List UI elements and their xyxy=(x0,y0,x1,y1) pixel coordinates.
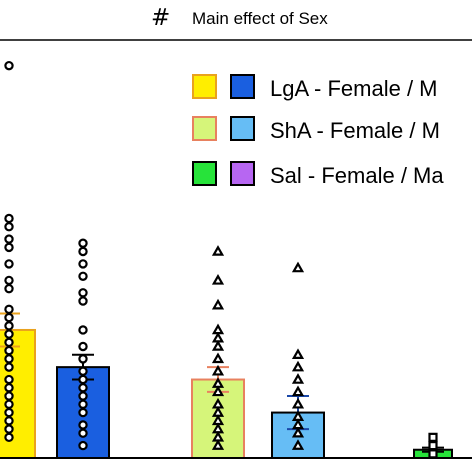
data-point-lga-male xyxy=(78,391,88,401)
data-point-lga-male xyxy=(78,238,88,248)
data-point-sha-male xyxy=(291,261,305,273)
data-point-lga-female xyxy=(4,222,14,232)
legend-swatch-sal-female xyxy=(192,161,217,186)
data-point-lga-male xyxy=(78,399,88,410)
data-point-lga-female xyxy=(4,60,14,71)
data-point-sha-male xyxy=(291,373,305,384)
data-point-lga-female xyxy=(4,213,14,224)
data-point-sha-male xyxy=(291,439,305,450)
data-point-lga-female xyxy=(4,259,14,269)
legend-entry-sha: ShA - Female / M xyxy=(192,116,440,143)
data-point-lga-female xyxy=(4,399,14,410)
data-point-lga-female xyxy=(4,283,14,294)
bars xyxy=(0,328,453,460)
data-point-sha-female xyxy=(211,352,225,364)
data-point-sal-female xyxy=(428,441,438,451)
data-point-lga-female xyxy=(4,354,14,364)
data-point-lga-female xyxy=(4,432,14,443)
data-point-sha-female xyxy=(211,439,225,450)
data-point-lga-female xyxy=(4,424,14,434)
data-point-sha-female xyxy=(211,364,225,376)
data-point-lga-female xyxy=(4,312,14,323)
data-point-lga-male xyxy=(78,374,88,385)
legend: LgA - Female / M ShA - Female / M Sal - … xyxy=(192,74,444,188)
data-point-lga-female xyxy=(4,329,14,339)
data-point-lga-male xyxy=(78,383,88,393)
data-point-sal-female xyxy=(428,432,438,442)
legend-label-lga: LgA - Female / M xyxy=(270,76,438,101)
data-point-lga-male xyxy=(78,420,88,430)
data-point-lga-female xyxy=(4,374,14,385)
data-point-lga-male xyxy=(78,246,88,257)
legend-entry-lga: LgA - Female / M xyxy=(192,74,438,101)
data-point-lga-male xyxy=(78,271,88,281)
data-point-sha-female xyxy=(211,340,225,351)
data-point-lga-female xyxy=(4,416,14,426)
data-point-sha-male xyxy=(291,360,305,372)
data-point-sal-female xyxy=(428,449,438,459)
data-point-lga-female xyxy=(4,321,14,331)
header-hash: # xyxy=(151,5,170,31)
data-point-lga-female xyxy=(4,391,14,401)
data-point-lga-female xyxy=(4,337,14,348)
header: # Main effect of Sex xyxy=(151,5,328,31)
legend-label-sha: ShA - Female / M xyxy=(270,118,440,143)
data-point-lga-male xyxy=(78,354,88,364)
legend-swatch-sha-female xyxy=(192,116,217,141)
data-point-sha-female xyxy=(211,298,225,310)
data-point-lga-male xyxy=(78,259,88,269)
legend-swatch-lga-male xyxy=(230,74,255,99)
legend-swatch-sal-male xyxy=(230,161,255,186)
data-point-lga-female xyxy=(4,362,14,372)
data-point-sha-female xyxy=(211,385,225,397)
data-point-lga-female xyxy=(4,275,14,286)
data-point-lga-female xyxy=(4,242,14,253)
legend-entry-sal: Sal - Female / Ma xyxy=(192,161,444,188)
legend-swatch-lga-female xyxy=(192,74,217,99)
data-point-lga-female xyxy=(4,407,14,418)
data-point-lga-male xyxy=(78,440,88,451)
data-point-lga-female xyxy=(4,383,14,393)
data-point-sha-male xyxy=(291,348,305,359)
data-point-lga-female xyxy=(4,304,14,315)
legend-label-sal: Sal - Female / Ma xyxy=(270,163,444,188)
data-point-sha-female xyxy=(211,245,225,256)
data-point-lga-female xyxy=(4,234,14,244)
data-point-lga-male xyxy=(78,407,88,418)
data-point-lga-male xyxy=(78,325,88,335)
data-points xyxy=(4,60,438,459)
data-point-sha-male xyxy=(291,385,305,397)
data-point-lga-male xyxy=(78,288,88,298)
data-point-lga-male xyxy=(78,296,88,306)
data-point-lga-female xyxy=(4,345,14,356)
data-point-lga-male xyxy=(78,341,88,352)
data-point-lga-male xyxy=(78,428,88,438)
data-point-sha-male xyxy=(291,397,305,409)
legend-swatch-sha-male xyxy=(230,116,255,141)
data-point-sha-male xyxy=(291,426,305,438)
data-point-sha-female xyxy=(211,273,225,285)
header-title: Main effect of Sex xyxy=(192,9,328,28)
data-point-lga-male xyxy=(78,366,88,376)
